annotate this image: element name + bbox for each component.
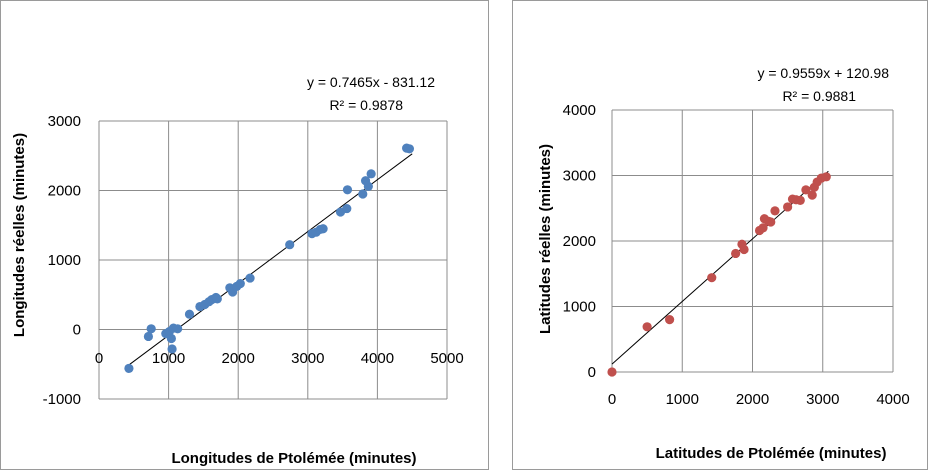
data-point xyxy=(124,363,134,374)
x-tick-label: 1000 xyxy=(152,350,185,367)
x-tick-label: 2000 xyxy=(736,391,769,408)
latitudes-scatter-chart: 0 1000 2000 3000 4000 0 1000 2000 3000 4000 y = 0.… xyxy=(537,65,910,462)
y-tick-label: 0 xyxy=(73,322,81,339)
y-tick-label: 1000 xyxy=(563,299,596,316)
r-squared-label: R² = 0.9878 xyxy=(329,97,403,113)
data-point xyxy=(285,240,295,250)
data-point xyxy=(758,223,768,233)
data-point xyxy=(665,315,675,325)
x-tick-label: 1000 xyxy=(666,391,699,408)
data-point xyxy=(166,333,176,344)
y-tick-label: 1000 xyxy=(48,252,81,269)
data-point xyxy=(235,279,245,289)
data-point xyxy=(146,324,156,334)
y-tick-label: -1000 xyxy=(43,391,81,408)
longitudes-scatter-chart: 0 1000 2000 3000 4000 5000 -1000 0 1000 2000 3000 y… xyxy=(11,74,464,467)
r-squared-label: R² = 0.9881 xyxy=(782,88,856,104)
chart-panel-latitudes: 0 1000 2000 3000 4000 0 1000 2000 3000 4000 y = 0.… xyxy=(512,0,928,470)
data-point xyxy=(366,169,376,179)
x-tick-label: 0 xyxy=(608,391,616,408)
trendline-equation: y = 0.7465x - 831.12 xyxy=(307,74,435,90)
x-tick-label: 3000 xyxy=(291,350,324,367)
data-point xyxy=(795,195,805,205)
chart-panel-longitudes: 0 1000 2000 3000 4000 5000 -1000 0 1000 2000 3000 y… xyxy=(0,0,489,470)
data-point xyxy=(821,172,831,182)
data-point xyxy=(318,224,328,234)
y-tick-label: 3000 xyxy=(563,168,596,185)
data-point xyxy=(173,324,183,334)
y-tick-label: 0 xyxy=(588,364,596,381)
y-tick-label: 2000 xyxy=(563,233,596,250)
y-tick-label: 4000 xyxy=(563,102,596,119)
data-point xyxy=(642,322,652,332)
x-tick-label: 2000 xyxy=(222,350,255,367)
data-point xyxy=(342,185,353,195)
data-point xyxy=(358,189,368,199)
x-tick-label: 5000 xyxy=(430,350,463,367)
data-point xyxy=(212,294,222,304)
data-point xyxy=(801,185,811,195)
data-point xyxy=(143,331,154,342)
x-axis-title: Latitudes de Ptolémée (minutes) xyxy=(656,445,887,462)
x-axis-title: Longitudes de Ptolémée (minutes) xyxy=(171,450,416,467)
y-tick-label: 3000 xyxy=(48,113,81,130)
x-tick-label: 3000 xyxy=(806,391,839,408)
x-tick-label: 0 xyxy=(95,350,103,367)
x-tick-label: 4000 xyxy=(876,391,909,408)
data-point xyxy=(807,190,817,200)
trendline-equation: y = 0.9559x + 120.98 xyxy=(757,65,889,81)
data-point xyxy=(184,309,195,319)
data-point xyxy=(707,273,717,283)
data-point xyxy=(739,244,749,255)
data-point xyxy=(404,144,415,154)
data-point xyxy=(731,248,741,259)
y-axis-title: Latitudes réelles (minutes) xyxy=(537,144,554,334)
data-point xyxy=(770,206,780,216)
data-point xyxy=(766,217,776,227)
y-tick-label: 2000 xyxy=(48,183,81,200)
data-point xyxy=(607,367,617,377)
x-tick-label: 4000 xyxy=(361,350,394,367)
data-point xyxy=(167,344,177,354)
data-point xyxy=(363,181,373,191)
data-point xyxy=(245,273,255,283)
data-point xyxy=(342,203,352,214)
data-point xyxy=(783,202,793,212)
y-axis-title: Longitudes réelles (minutes) xyxy=(11,133,28,337)
